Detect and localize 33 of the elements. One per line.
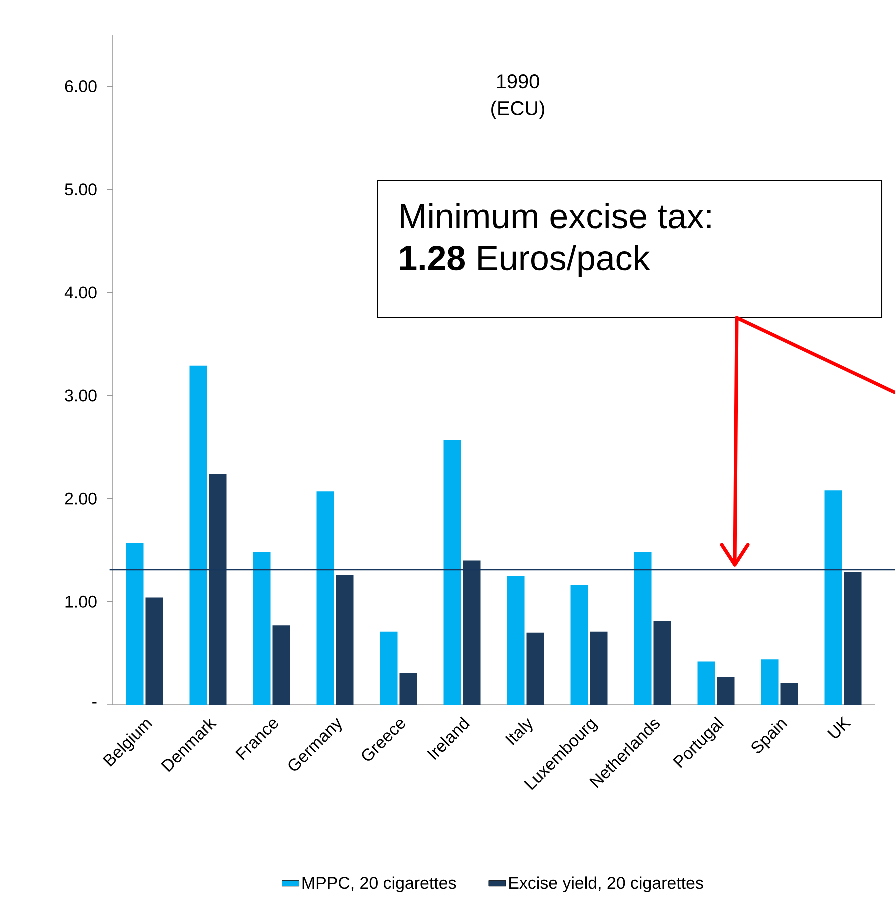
bar — [717, 677, 735, 705]
bar — [380, 632, 398, 705]
bar — [190, 366, 208, 705]
y-tick-label: 6.00 — [65, 80, 97, 93]
bar — [336, 575, 354, 705]
bar — [698, 662, 716, 705]
bar — [272, 626, 290, 705]
text: 1990 (ECU) — [492, 74, 544, 120]
legend-label: MPPC, 20 cigarettes — [302, 876, 456, 892]
bar — [400, 673, 418, 705]
bar — [507, 576, 525, 705]
x-tick-label: UK — [828, 716, 852, 738]
bar — [780, 683, 798, 705]
bar — [761, 660, 779, 705]
bar — [444, 440, 462, 705]
bar — [316, 492, 334, 705]
bar — [570, 585, 588, 705]
y-tick-label: 3.00 — [65, 390, 97, 402]
y-tick-label: 1.00 — [66, 596, 97, 608]
bar — [253, 552, 271, 705]
y-tick-label: 5.00 — [65, 184, 97, 196]
y-tick-label: 2.00 — [65, 492, 97, 505]
bar — [654, 622, 672, 705]
annotation: Minimum excise tax: 1.28 Euros/pack — [400, 203, 711, 278]
bar — [824, 490, 842, 705]
bar — [634, 552, 652, 705]
y-tick-label: 4.00 — [64, 286, 97, 299]
bar — [590, 632, 608, 705]
bar — [126, 543, 144, 705]
legend-label: Excise yield, 20 cigarettes — [510, 876, 704, 892]
bar — [526, 632, 544, 705]
y-tick-label: - — [92, 702, 97, 704]
bar — [146, 598, 164, 705]
